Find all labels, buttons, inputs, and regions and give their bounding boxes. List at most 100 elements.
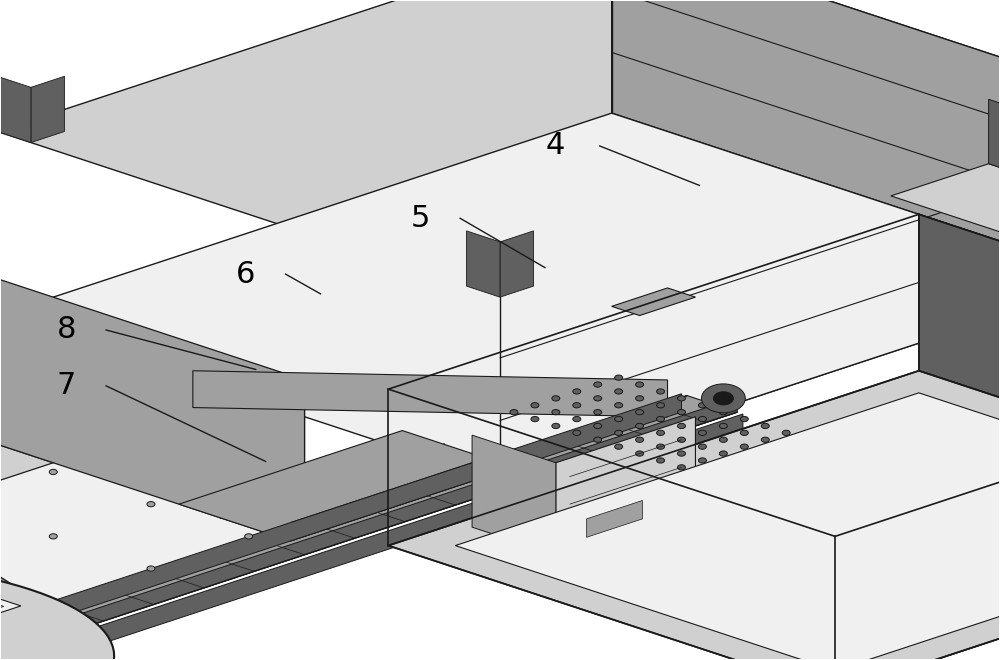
Polygon shape [388, 371, 1000, 660]
Text: 5: 5 [411, 204, 430, 233]
Circle shape [594, 423, 602, 428]
Circle shape [510, 409, 518, 414]
Polygon shape [0, 599, 4, 620]
Polygon shape [472, 435, 556, 555]
Circle shape [615, 430, 623, 436]
Circle shape [573, 403, 581, 408]
Text: 4: 4 [545, 131, 565, 160]
Circle shape [594, 437, 602, 442]
Circle shape [719, 451, 727, 456]
Circle shape [678, 409, 685, 414]
Circle shape [531, 403, 539, 408]
Polygon shape [0, 545, 27, 660]
Circle shape [552, 409, 560, 414]
Polygon shape [11, 397, 737, 651]
Text: 6: 6 [236, 259, 256, 288]
Text: 8: 8 [57, 315, 76, 345]
Circle shape [636, 396, 644, 401]
Polygon shape [0, 113, 1000, 481]
Circle shape [49, 469, 57, 475]
Circle shape [719, 409, 727, 414]
Polygon shape [500, 231, 534, 297]
Polygon shape [0, 77, 31, 143]
Polygon shape [612, 0, 1000, 279]
Circle shape [657, 403, 665, 408]
Circle shape [698, 444, 706, 449]
Circle shape [615, 389, 623, 394]
Polygon shape [891, 164, 1000, 242]
Circle shape [698, 403, 706, 408]
Polygon shape [989, 99, 1000, 210]
Polygon shape [31, 77, 64, 143]
Polygon shape [0, 380, 305, 660]
Circle shape [698, 458, 706, 463]
Polygon shape [238, 315, 271, 391]
Circle shape [740, 416, 748, 422]
Polygon shape [0, 562, 114, 660]
Circle shape [245, 534, 253, 539]
Polygon shape [291, 449, 514, 541]
Circle shape [657, 444, 665, 449]
Circle shape [147, 566, 155, 571]
Circle shape [713, 392, 733, 405]
Polygon shape [17, 414, 743, 660]
Circle shape [761, 423, 769, 428]
Polygon shape [556, 416, 695, 555]
Circle shape [573, 416, 581, 422]
Circle shape [761, 437, 769, 442]
Circle shape [615, 444, 623, 449]
Circle shape [636, 382, 644, 387]
Circle shape [531, 416, 539, 422]
Circle shape [594, 409, 602, 414]
Polygon shape [0, 394, 681, 651]
Circle shape [594, 396, 602, 401]
Circle shape [719, 423, 727, 428]
Polygon shape [835, 362, 1000, 660]
Text: 7: 7 [57, 372, 76, 401]
Circle shape [698, 416, 706, 422]
Circle shape [678, 451, 685, 456]
Circle shape [782, 430, 790, 436]
Circle shape [594, 382, 602, 387]
Polygon shape [0, 593, 21, 626]
Circle shape [657, 430, 665, 436]
Circle shape [552, 396, 560, 401]
Polygon shape [587, 500, 642, 537]
Circle shape [147, 502, 155, 507]
Circle shape [573, 430, 581, 436]
Polygon shape [0, 0, 1000, 297]
Circle shape [657, 416, 665, 422]
Polygon shape [271, 315, 305, 391]
Circle shape [740, 430, 748, 436]
Circle shape [615, 416, 623, 422]
Circle shape [636, 451, 644, 456]
Circle shape [49, 598, 57, 603]
Circle shape [636, 409, 644, 414]
Polygon shape [193, 371, 668, 416]
Circle shape [615, 403, 623, 408]
Circle shape [657, 389, 665, 394]
Polygon shape [179, 430, 514, 541]
Polygon shape [0, 399, 305, 660]
Polygon shape [0, 395, 737, 651]
Circle shape [49, 534, 57, 539]
Circle shape [719, 437, 727, 442]
Polygon shape [919, 214, 1000, 518]
Circle shape [678, 396, 685, 401]
Circle shape [698, 430, 706, 436]
Circle shape [657, 458, 665, 463]
Polygon shape [612, 288, 695, 315]
Circle shape [740, 444, 748, 449]
Circle shape [678, 437, 685, 442]
Polygon shape [0, 233, 305, 546]
Circle shape [615, 375, 623, 380]
Polygon shape [455, 393, 1000, 660]
Circle shape [552, 423, 560, 428]
Circle shape [636, 437, 644, 442]
Circle shape [636, 423, 644, 428]
Circle shape [678, 423, 685, 428]
Polygon shape [466, 231, 500, 297]
Polygon shape [500, 95, 1000, 481]
Circle shape [573, 389, 581, 394]
Circle shape [701, 384, 745, 412]
